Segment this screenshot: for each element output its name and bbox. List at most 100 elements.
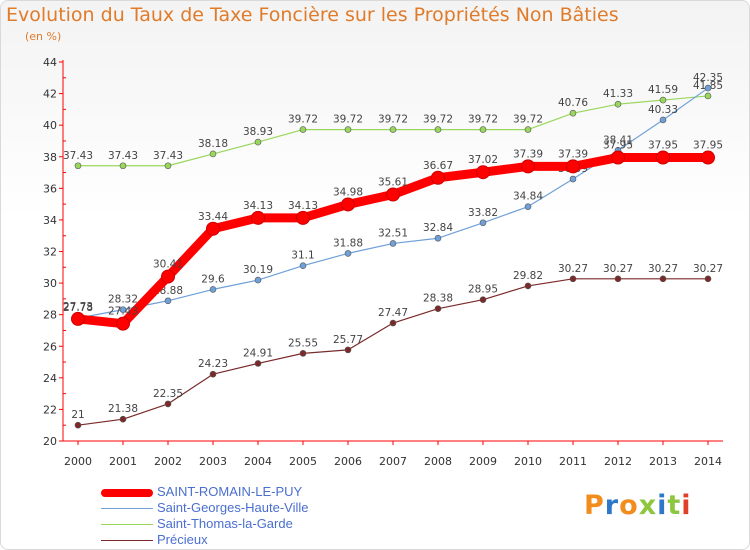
data-point — [569, 275, 577, 283]
data-point — [614, 275, 622, 283]
data-label: 27.47 — [378, 307, 408, 319]
data-label: 37.43 — [153, 150, 183, 162]
data-label: 27.73 — [63, 301, 93, 313]
y-tick-label: 24 — [43, 372, 57, 385]
data-point — [524, 126, 532, 133]
data-label: 39.72 — [288, 114, 318, 126]
data-label: 34.84 — [513, 191, 543, 203]
data-point — [164, 400, 172, 408]
data-label: 28.32 — [108, 294, 138, 306]
x-tick-label: 2012 — [604, 455, 632, 468]
y-tick-label: 36 — [43, 182, 57, 195]
data-label: 22.35 — [153, 388, 183, 400]
data-label: 30.41 — [153, 259, 183, 271]
y-tick-label: 22 — [43, 403, 57, 416]
series-line-3 — [77, 278, 709, 426]
line-chart: 20 22 24 26 28 30 32 34 36 38 40 42 44 2000 2001 2002 20… — [43, 56, 723, 468]
data-label: 25.55 — [288, 337, 318, 349]
data-point — [704, 92, 712, 100]
legend-swatch — [101, 508, 153, 509]
data-label: 27.78 — [63, 302, 93, 314]
data-label: 39.72 — [333, 114, 363, 126]
data-point — [524, 282, 532, 290]
data-point — [296, 210, 310, 225]
legend-swatch — [101, 524, 153, 525]
legend-label: SAINT-ROMAIN-LE-PUY — [157, 484, 303, 499]
data-label: 38.41 — [603, 134, 633, 146]
data-label: 24.91 — [243, 347, 273, 359]
logo-letter: x — [638, 490, 658, 521]
data-point — [74, 162, 82, 170]
data-point — [116, 316, 130, 331]
data-label: 29.6 — [201, 273, 225, 285]
data-point — [659, 116, 667, 124]
data-label: 24.23 — [198, 358, 228, 370]
data-point — [434, 126, 442, 133]
data-point — [206, 221, 220, 236]
y-tick-label: 38 — [43, 151, 57, 164]
y-tick-label: 20 — [43, 435, 57, 448]
data-point — [479, 126, 487, 133]
data-point — [344, 346, 352, 354]
data-label: 39.72 — [378, 114, 408, 126]
data-label: 28.95 — [468, 284, 498, 296]
data-label: 30.27 — [603, 263, 633, 275]
y-tick-label: 40 — [43, 119, 57, 132]
logo-letter: o — [619, 490, 639, 521]
data-label: 33.44 — [198, 211, 228, 223]
data-point — [254, 276, 262, 284]
data-point — [161, 269, 175, 284]
data-point — [434, 305, 442, 312]
data-point — [434, 234, 442, 242]
data-label: 31.88 — [333, 237, 363, 249]
logo-letter: i — [657, 490, 668, 521]
data-point — [299, 262, 307, 270]
x-tick-label: 2005 — [289, 455, 317, 468]
data-point — [164, 162, 172, 170]
data-point — [704, 84, 712, 92]
x-tick-label: 2014 — [694, 455, 722, 468]
data-label: 39.72 — [468, 114, 498, 126]
x-tick-label: 2000 — [64, 455, 92, 468]
data-label: 25.77 — [333, 334, 363, 346]
data-label: 32.84 — [423, 222, 453, 234]
data-label: 30.27 — [693, 263, 723, 275]
logo-letter: r — [604, 490, 620, 521]
x-tick-label: 2004 — [244, 455, 272, 468]
data-point — [344, 250, 352, 257]
data-point — [524, 203, 532, 210]
data-point — [254, 138, 262, 146]
proxiti-logo: Proxiti — [584, 490, 692, 521]
data-point — [251, 210, 265, 225]
legend-label: Précieux — [157, 532, 208, 547]
data-point — [119, 306, 127, 313]
data-label: 37.39 — [558, 148, 588, 160]
data-label: 30.19 — [243, 264, 273, 276]
data-label: 34.98 — [333, 186, 363, 198]
legend-swatch — [101, 540, 153, 541]
x-tick-label: 2003 — [199, 455, 227, 468]
y-tick-label: 28 — [43, 309, 57, 322]
data-point — [74, 421, 82, 429]
x-tick-label: 2001 — [109, 455, 137, 468]
data-point — [119, 162, 127, 170]
data-label: 28.38 — [423, 293, 453, 305]
data-label: 30.27 — [558, 263, 588, 275]
data-label: 21.38 — [108, 403, 138, 415]
data-point — [479, 219, 487, 227]
data-point — [656, 150, 670, 165]
data-point — [659, 96, 667, 104]
data-point — [389, 126, 397, 133]
y-tick-label: 42 — [43, 88, 57, 101]
data-point — [209, 150, 217, 158]
data-label: 31.1 — [291, 250, 314, 262]
data-point — [341, 197, 355, 212]
data-point — [479, 296, 487, 303]
x-tick-label: 2013 — [649, 455, 677, 468]
data-label: 27.43 — [108, 306, 138, 318]
data-label: 34.13 — [243, 200, 273, 212]
y-tick-label: 26 — [43, 340, 57, 353]
data-point — [704, 275, 712, 283]
data-label: 39.72 — [423, 114, 453, 126]
data-point — [71, 311, 85, 326]
